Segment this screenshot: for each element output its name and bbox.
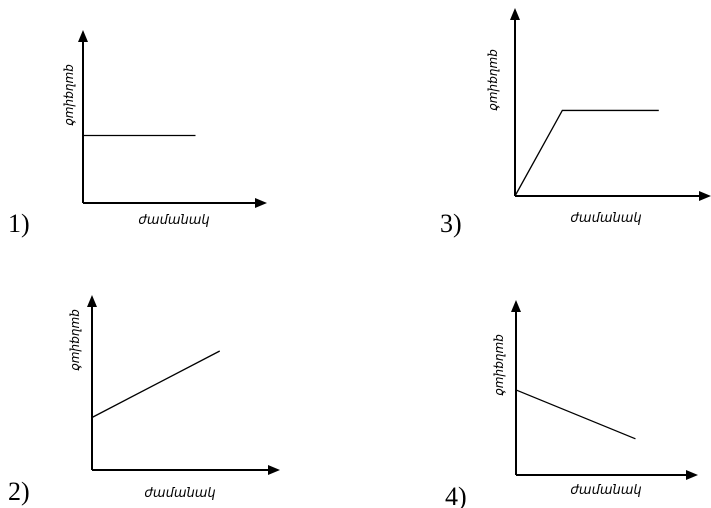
chart-number: 4): [445, 482, 467, 508]
x-axis-label: ժամանակ: [570, 211, 641, 226]
chart-panel-3: 3) ժամանակ զանգված: [440, 8, 711, 238]
y-axis-arrow: [511, 300, 521, 312]
y-axis-label: զանգված: [63, 64, 77, 126]
series-line: [515, 389, 636, 440]
chart-number: 2): [8, 477, 30, 506]
y-axis-label: զանգված: [487, 49, 501, 111]
y-axis-label: զանգված: [69, 309, 83, 371]
chart-number: 3): [440, 209, 462, 238]
series-line: [514, 109, 659, 197]
x-axis-label: ժամանակ: [144, 486, 215, 501]
y-axis-label: զանգված: [493, 334, 507, 396]
y-axis-arrow: [87, 295, 97, 307]
chart-panel-2: 2) ժամանակ զանգված: [8, 295, 280, 506]
x-axis-arrow: [255, 198, 267, 208]
y-axis-arrow: [510, 8, 520, 20]
chart-panel-4: 4) ժամանակ զանգված: [445, 300, 698, 508]
chart-panel-1: 1) ժամանակ զանգված: [8, 30, 267, 238]
x-axis-arrow: [686, 470, 698, 480]
series-line: [91, 350, 221, 419]
x-axis-arrow: [699, 191, 711, 201]
x-axis-label: ժամանակ: [138, 213, 209, 228]
chart-number: 1): [8, 209, 30, 238]
y-axis-arrow: [78, 30, 88, 42]
x-axis-arrow: [268, 465, 280, 475]
x-axis-label: ժամանակ: [570, 483, 641, 498]
